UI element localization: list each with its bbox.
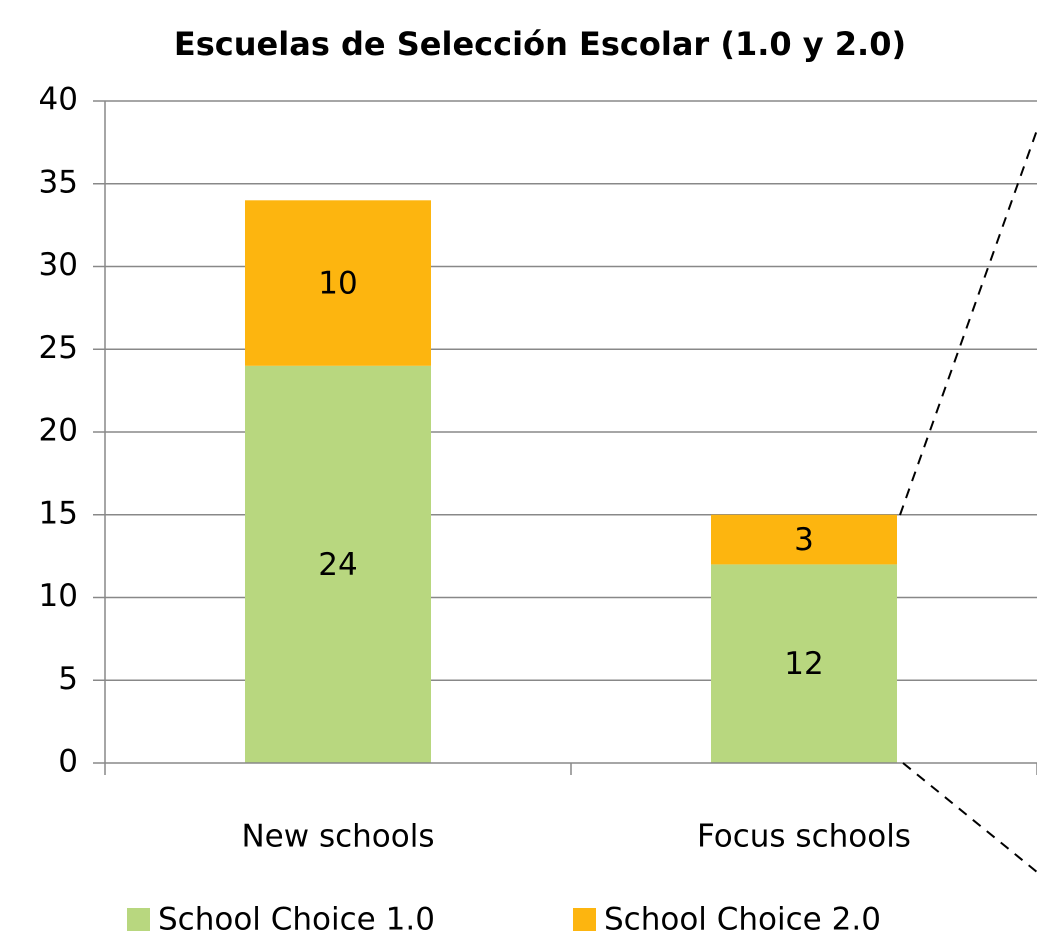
data-label: 3	[794, 522, 814, 558]
x-tick-label: Focus schools	[697, 819, 911, 855]
chart-title: Escuelas de Selección Escolar (1.0 y 2.0…	[174, 25, 906, 63]
y-tick-label: 5	[58, 661, 78, 697]
y-tick-label: 15	[39, 495, 78, 531]
y-tick-label: 35	[39, 164, 78, 200]
y-tick-label: 0	[58, 744, 78, 780]
y-tick-label: 20	[39, 413, 78, 449]
legend-swatch	[127, 908, 150, 931]
data-label: 12	[784, 646, 823, 682]
connector-line	[899, 129, 1037, 516]
y-tick-label: 40	[39, 82, 78, 118]
x-tick-label: New schools	[241, 819, 434, 855]
data-label: 24	[318, 547, 357, 583]
data-label: 10	[318, 266, 357, 302]
y-tick-label: 30	[39, 247, 78, 283]
legend-label: School Choice 1.0	[158, 902, 435, 938]
bar-segment	[245, 365, 431, 763]
plot: 0 5 10 15 20 25 30 35 40 24 10 New schools 12 3 Focus …	[39, 82, 1037, 938]
y-tick-label: 25	[39, 330, 78, 366]
bar-segment	[245, 200, 431, 366]
bar-segment	[711, 564, 897, 763]
legend-label: School Choice 2.0	[604, 902, 881, 938]
y-tick-label: 10	[39, 578, 78, 614]
legend-swatch	[573, 908, 596, 931]
bar-segment	[711, 514, 897, 565]
